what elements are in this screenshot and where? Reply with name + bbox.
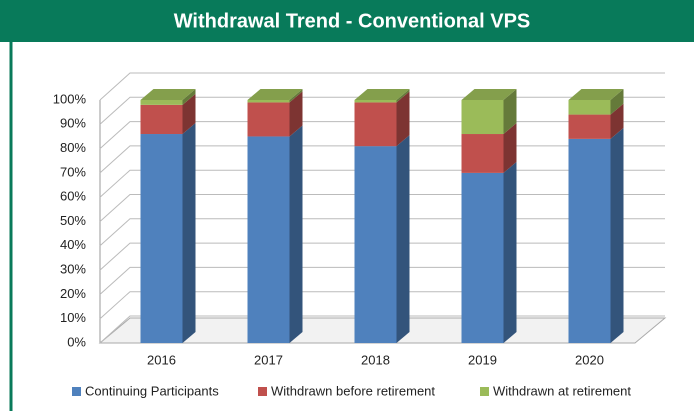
- y-tick-label: 60%: [60, 189, 86, 204]
- x-tick-label: 2019: [468, 352, 497, 367]
- bar-side: [289, 89, 303, 103]
- bar-side: [503, 89, 517, 135]
- bar-side: [610, 127, 624, 343]
- y-tick-label: 80%: [60, 140, 86, 155]
- bar-segment: [461, 100, 504, 135]
- bar-side: [396, 89, 410, 103]
- x-tick-label: 2017: [254, 352, 283, 367]
- bar-side: [396, 91, 410, 147]
- y-tick-label: 0%: [67, 334, 86, 349]
- y-tick-label: 30%: [60, 262, 86, 277]
- bar-segment: [461, 134, 504, 173]
- bar-segment: [247, 102, 290, 137]
- legend-label: Withdrawn before retirement: [271, 383, 435, 398]
- y-tick-label: 20%: [60, 286, 86, 301]
- bar-segment: [140, 100, 183, 105]
- header-bar: [0, 0, 694, 42]
- x-tick-label: 2016: [147, 352, 176, 367]
- y-tick-label: 40%: [60, 237, 86, 252]
- grid-line: [99, 72, 665, 101]
- legend-label: Continuing Participants: [85, 383, 219, 398]
- bar-side: [182, 89, 196, 105]
- bar-segment: [140, 104, 183, 135]
- bar-segment: [247, 100, 290, 103]
- bar-segment: [354, 100, 397, 103]
- legend-label: Withdrawn at retirement: [493, 383, 631, 398]
- bar-segment: [247, 136, 290, 343]
- bar-side: [610, 103, 624, 139]
- chart-title: Withdrawal Trend - Conventional VPS: [174, 10, 531, 32]
- bar-top: [247, 89, 303, 100]
- y-tick-label: 70%: [60, 164, 86, 179]
- bar-top: [461, 89, 517, 100]
- bar-side: [289, 91, 303, 137]
- x-tick-label: 2020: [575, 352, 604, 367]
- bar-segment: [461, 172, 504, 343]
- legend-marker: [480, 387, 489, 396]
- bar-top: [354, 89, 410, 100]
- bar-segment: [568, 100, 611, 115]
- bar-side: [503, 123, 517, 173]
- y-tick-label: 90%: [60, 116, 86, 131]
- bar-side: [396, 135, 410, 343]
- x-tick-label: 2018: [361, 352, 390, 367]
- legend-marker: [72, 387, 81, 396]
- bar-side: [610, 89, 624, 115]
- bar-segment: [568, 114, 611, 139]
- bar-segment: [354, 102, 397, 147]
- legend-marker: [258, 387, 267, 396]
- y-tick-label: 10%: [60, 310, 86, 325]
- bar-side: [289, 125, 303, 343]
- bar-top: [568, 89, 624, 100]
- bar-segment: [568, 138, 611, 343]
- y-tick-label: 50%: [60, 213, 86, 228]
- y-tick-label: 100%: [53, 91, 87, 106]
- bar-side: [503, 161, 517, 343]
- bar-side: [182, 123, 196, 344]
- bar-top: [140, 89, 196, 100]
- bar-segment: [354, 146, 397, 343]
- bar-side: [182, 93, 196, 135]
- bar-segment: [140, 134, 183, 343]
